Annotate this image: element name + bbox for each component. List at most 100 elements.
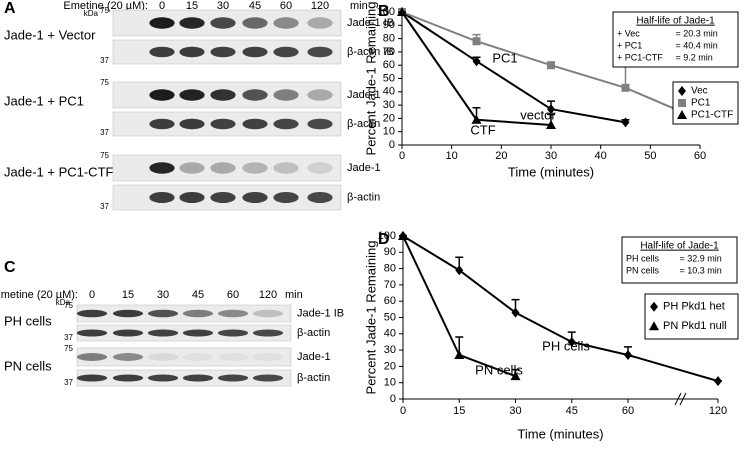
band-label: Jade-1 (347, 89, 381, 101)
blot-band (252, 374, 284, 382)
blot-band (252, 309, 284, 318)
inset-box (612, 11, 739, 68)
inset-value: = 9.2 min (676, 52, 713, 62)
y-tick-label: 20 (383, 112, 395, 124)
blot-band (149, 17, 175, 29)
mw-marker: 75 (100, 6, 109, 15)
blot-band (210, 89, 236, 101)
band-label: Jade-1 (297, 351, 331, 363)
data-point (471, 114, 482, 124)
x-axis-label: Time (minutes) (517, 426, 603, 441)
blot-band (179, 17, 205, 29)
legend-label: PN Pkd1 null (663, 320, 727, 332)
band-label: β-actin (347, 191, 380, 203)
time-unit: min (285, 289, 303, 301)
blot-band (307, 17, 333, 29)
band-label: Jade-1 IB (347, 17, 394, 29)
y-tick-label: 70 (383, 46, 395, 58)
x-tick-label: 50 (644, 150, 656, 162)
blot-band (147, 309, 179, 318)
mw-marker: 37 (100, 128, 109, 137)
blot-band (217, 353, 249, 361)
blot-band (307, 89, 333, 101)
y-tick-label: 100 (378, 230, 396, 242)
blot-band (182, 353, 214, 361)
y-axis-label: Percent Jade-1 Remaining (363, 241, 378, 395)
blot-band (179, 118, 205, 130)
y-tick-label: 30 (383, 99, 395, 111)
y-tick-label: 80 (384, 263, 396, 275)
mw-marker: 37 (64, 378, 73, 387)
y-tick-label: 40 (383, 86, 395, 98)
time-label: 15 (186, 0, 198, 12)
y-tick-label: 90 (383, 19, 395, 31)
blot-band (273, 118, 299, 130)
data-point (397, 7, 407, 16)
y-tick-label: 80 (383, 33, 395, 45)
blot-band (307, 46, 333, 58)
x-tick-label: 0 (399, 150, 405, 162)
series-line (401, 11, 626, 124)
legend-symbol (650, 301, 658, 312)
x-tick-label: 30 (545, 150, 557, 162)
annotation: PH cells (542, 338, 590, 353)
blot-band (149, 162, 175, 174)
inset-title: Half-life of Jade-1 (640, 241, 719, 252)
mw-marker: 75 (64, 344, 73, 353)
time-label: 0 (89, 289, 95, 301)
x-tick-label: 20 (495, 150, 507, 162)
blot-band (147, 374, 179, 382)
blot-band (179, 89, 205, 101)
y-axis-label: Percent Jade-1 Remaining (363, 2, 378, 156)
blot-group-label: Jade-1 + PC1-CTF (4, 164, 114, 179)
legend-label: PH Pkd1 het (663, 301, 725, 313)
y-tick-label: 0 (390, 393, 396, 405)
inset-key: PH cells (626, 253, 660, 263)
time-label: 45 (192, 289, 204, 301)
time-label: 120 (259, 289, 277, 301)
data-point (398, 231, 408, 240)
data-point (547, 104, 555, 115)
axis-break (679, 392, 687, 406)
y-tick-label: 50 (384, 311, 396, 323)
blot-band (273, 17, 299, 29)
blot-band (149, 46, 175, 58)
blot-band (112, 374, 144, 382)
data-point (624, 349, 632, 360)
y-tick-label: 10 (383, 126, 395, 138)
blot-band (242, 46, 268, 58)
legend-symbol (678, 86, 686, 96)
x-axis-label: Time (minutes) (508, 164, 594, 179)
panel-letter: B (378, 3, 390, 20)
data-point (714, 376, 722, 387)
panel-letter: D (378, 231, 390, 248)
mw-marker: 75 (64, 301, 73, 310)
blot-band (182, 374, 214, 382)
blot-band (217, 309, 249, 318)
blot-band (149, 89, 175, 101)
legend-label: PC1-CTF (691, 110, 733, 121)
blot-group-label: PH cells (4, 313, 52, 328)
blot-band (179, 192, 205, 203)
blot-band (252, 329, 284, 337)
blot-band (210, 17, 236, 29)
kda-label: kDa (56, 298, 71, 307)
blot-band (147, 329, 179, 337)
legend-label: PC1 (691, 98, 711, 109)
y-tick-label: 50 (383, 72, 395, 84)
data-point (472, 56, 481, 67)
blot-band (76, 374, 108, 382)
x-tick-label: 40 (595, 150, 607, 162)
panel-letter: C (4, 259, 16, 276)
blot-band (149, 118, 175, 130)
mw-marker: 37 (64, 333, 73, 342)
blot-band (112, 309, 144, 318)
blot-band (210, 162, 236, 174)
blot-band (242, 89, 268, 101)
band-label: Jade-1 (347, 162, 381, 174)
x-tick-label: 15 (453, 405, 465, 417)
blot-band (307, 118, 333, 130)
blot-band (210, 192, 236, 203)
annotation: vector (520, 107, 556, 122)
axis-break (674, 392, 682, 406)
